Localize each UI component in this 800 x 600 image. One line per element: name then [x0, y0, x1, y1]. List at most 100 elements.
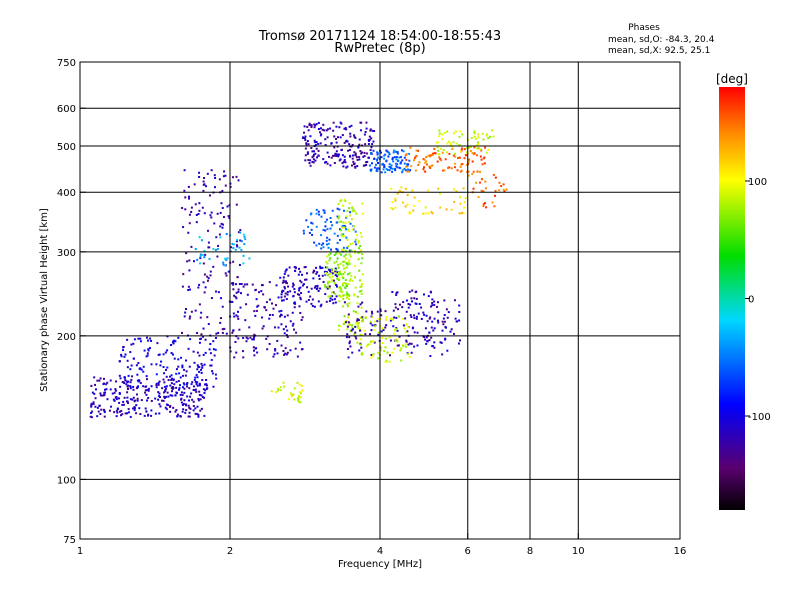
data-point	[440, 341, 443, 344]
data-point	[433, 300, 436, 303]
data-point	[307, 143, 310, 146]
data-point	[274, 326, 277, 329]
data-point	[289, 320, 292, 323]
data-point	[446, 349, 449, 352]
data-point	[225, 259, 228, 262]
data-point	[336, 248, 339, 251]
data-point	[354, 230, 357, 233]
data-point	[389, 339, 392, 342]
data-point	[190, 392, 193, 395]
data-point	[171, 341, 174, 344]
data-point	[438, 132, 441, 135]
data-point	[201, 379, 204, 382]
data-point	[354, 165, 357, 168]
data-point	[393, 156, 396, 159]
data-point	[232, 260, 235, 263]
data-point	[188, 259, 191, 262]
data-point	[408, 342, 411, 345]
data-point	[354, 240, 357, 243]
data-point	[118, 401, 121, 404]
data-point	[166, 366, 169, 369]
data-point	[132, 357, 135, 360]
data-point	[498, 181, 501, 184]
data-point	[222, 261, 225, 264]
data-point	[172, 342, 175, 345]
data-point	[249, 336, 252, 339]
data-point	[286, 336, 289, 339]
data-point	[461, 133, 464, 136]
data-point	[396, 340, 399, 343]
data-point	[407, 306, 410, 309]
data-point	[232, 288, 235, 291]
data-point	[313, 270, 316, 273]
data-point	[361, 273, 364, 276]
data-point	[125, 383, 128, 386]
data-point	[311, 233, 314, 236]
data-point	[165, 387, 168, 390]
data-point	[370, 353, 373, 356]
data-point	[197, 366, 200, 369]
data-point	[431, 304, 434, 307]
data-point	[126, 396, 129, 399]
data-point	[198, 209, 201, 212]
data-point	[404, 187, 407, 190]
data-point	[196, 368, 199, 371]
data-point	[338, 300, 341, 303]
data-point	[412, 159, 415, 162]
data-point	[146, 388, 149, 391]
data-point	[157, 383, 160, 386]
data-point	[212, 265, 215, 268]
data-point	[103, 409, 106, 412]
data-point	[345, 291, 348, 294]
data-point	[442, 323, 445, 326]
data-point	[283, 295, 286, 298]
data-point	[391, 156, 394, 159]
data-point	[256, 351, 259, 354]
data-point	[337, 266, 340, 269]
data-point	[204, 286, 207, 289]
data-point	[201, 253, 204, 256]
data-point	[207, 277, 210, 280]
data-point	[357, 305, 360, 308]
data-point	[458, 156, 461, 159]
data-point	[346, 305, 349, 308]
data-point	[268, 317, 271, 320]
data-point	[338, 294, 341, 297]
data-point	[307, 225, 310, 228]
data-point	[120, 353, 123, 356]
data-point	[370, 152, 373, 155]
data-point	[301, 316, 304, 319]
data-point	[91, 391, 94, 394]
data-point	[330, 280, 333, 283]
data-point	[103, 394, 106, 397]
data-point	[395, 158, 398, 161]
data-point	[454, 155, 457, 158]
data-point	[188, 195, 191, 198]
data-point	[332, 121, 335, 124]
data-point	[320, 133, 323, 136]
data-point	[280, 323, 283, 326]
data-point	[187, 231, 190, 234]
data-point	[314, 285, 317, 288]
data-point	[342, 165, 345, 168]
data-point	[305, 143, 308, 146]
data-point	[198, 202, 201, 205]
data-point	[167, 379, 170, 382]
data-point	[337, 273, 340, 276]
data-point	[426, 320, 429, 323]
data-point	[321, 274, 324, 277]
data-point	[372, 149, 375, 152]
data-point	[280, 314, 283, 317]
data-point	[166, 349, 169, 352]
data-point	[442, 169, 445, 172]
data-point	[459, 165, 462, 168]
data-point	[173, 339, 176, 342]
data-point	[290, 395, 293, 398]
data-point	[447, 166, 450, 169]
data-point	[300, 281, 303, 284]
x-axis-ticks: 1 2 4 6 8 10 16	[77, 533, 686, 557]
data-point	[201, 364, 204, 367]
data-point	[144, 389, 147, 392]
data-point	[365, 310, 368, 313]
data-point	[180, 398, 183, 401]
